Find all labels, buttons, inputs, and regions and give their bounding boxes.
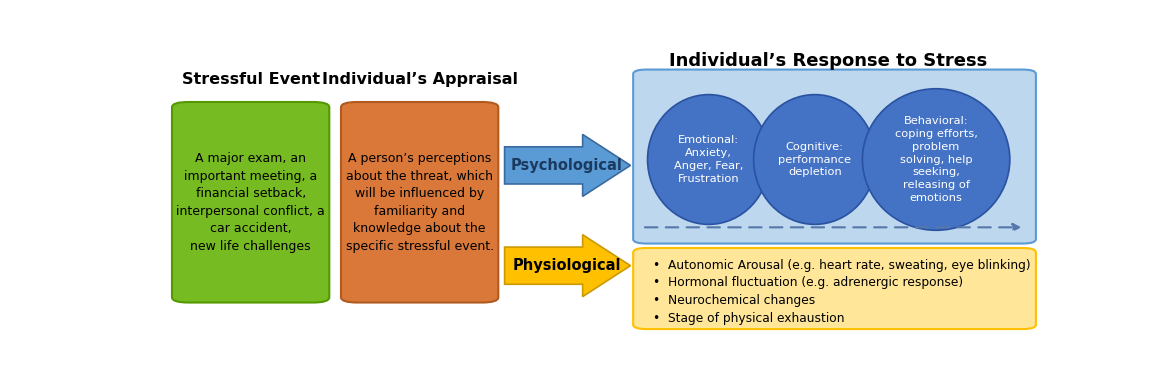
Text: Individual’s Response to Stress: Individual’s Response to Stress xyxy=(669,52,987,70)
FancyBboxPatch shape xyxy=(172,102,329,303)
Ellipse shape xyxy=(862,89,1010,230)
Text: A major exam, an
important meeting, a
financial setback,
interpersonal conflict,: A major exam, an important meeting, a fi… xyxy=(176,152,325,252)
Text: Emotional:
Anxiety,
Anger, Fear,
Frustration: Emotional: Anxiety, Anger, Fear, Frustra… xyxy=(674,135,744,184)
Text: Physiological: Physiological xyxy=(513,258,621,273)
Text: •  Autonomic Arousal (e.g. heart rate, sweating, eye blinking): • Autonomic Arousal (e.g. heart rate, sw… xyxy=(653,259,1030,272)
Text: Stressful Event: Stressful Event xyxy=(182,72,320,87)
FancyBboxPatch shape xyxy=(341,102,499,303)
Text: •  Neurochemical changes: • Neurochemical changes xyxy=(653,294,815,307)
Text: Cognitive:
performance
depletion: Cognitive: performance depletion xyxy=(778,142,851,177)
FancyBboxPatch shape xyxy=(633,70,1036,244)
Polygon shape xyxy=(505,134,631,196)
Ellipse shape xyxy=(647,95,770,224)
FancyBboxPatch shape xyxy=(633,248,1036,329)
Text: Individual’s Appraisal: Individual’s Appraisal xyxy=(321,72,517,87)
Text: Behavioral:
coping efforts,
problem
solving, help
seeking,
releasing of
emotions: Behavioral: coping efforts, problem solv… xyxy=(894,116,978,203)
Text: A person’s perceptions
about the threat, which
will be influenced by
familiarity: A person’s perceptions about the threat,… xyxy=(346,152,494,252)
Ellipse shape xyxy=(754,95,876,224)
Polygon shape xyxy=(505,235,631,296)
Text: Psychological: Psychological xyxy=(512,158,623,173)
Text: •  Hormonal fluctuation (e.g. adrenergic response): • Hormonal fluctuation (e.g. adrenergic … xyxy=(653,276,963,289)
Text: •  Stage of physical exhaustion: • Stage of physical exhaustion xyxy=(653,312,844,325)
